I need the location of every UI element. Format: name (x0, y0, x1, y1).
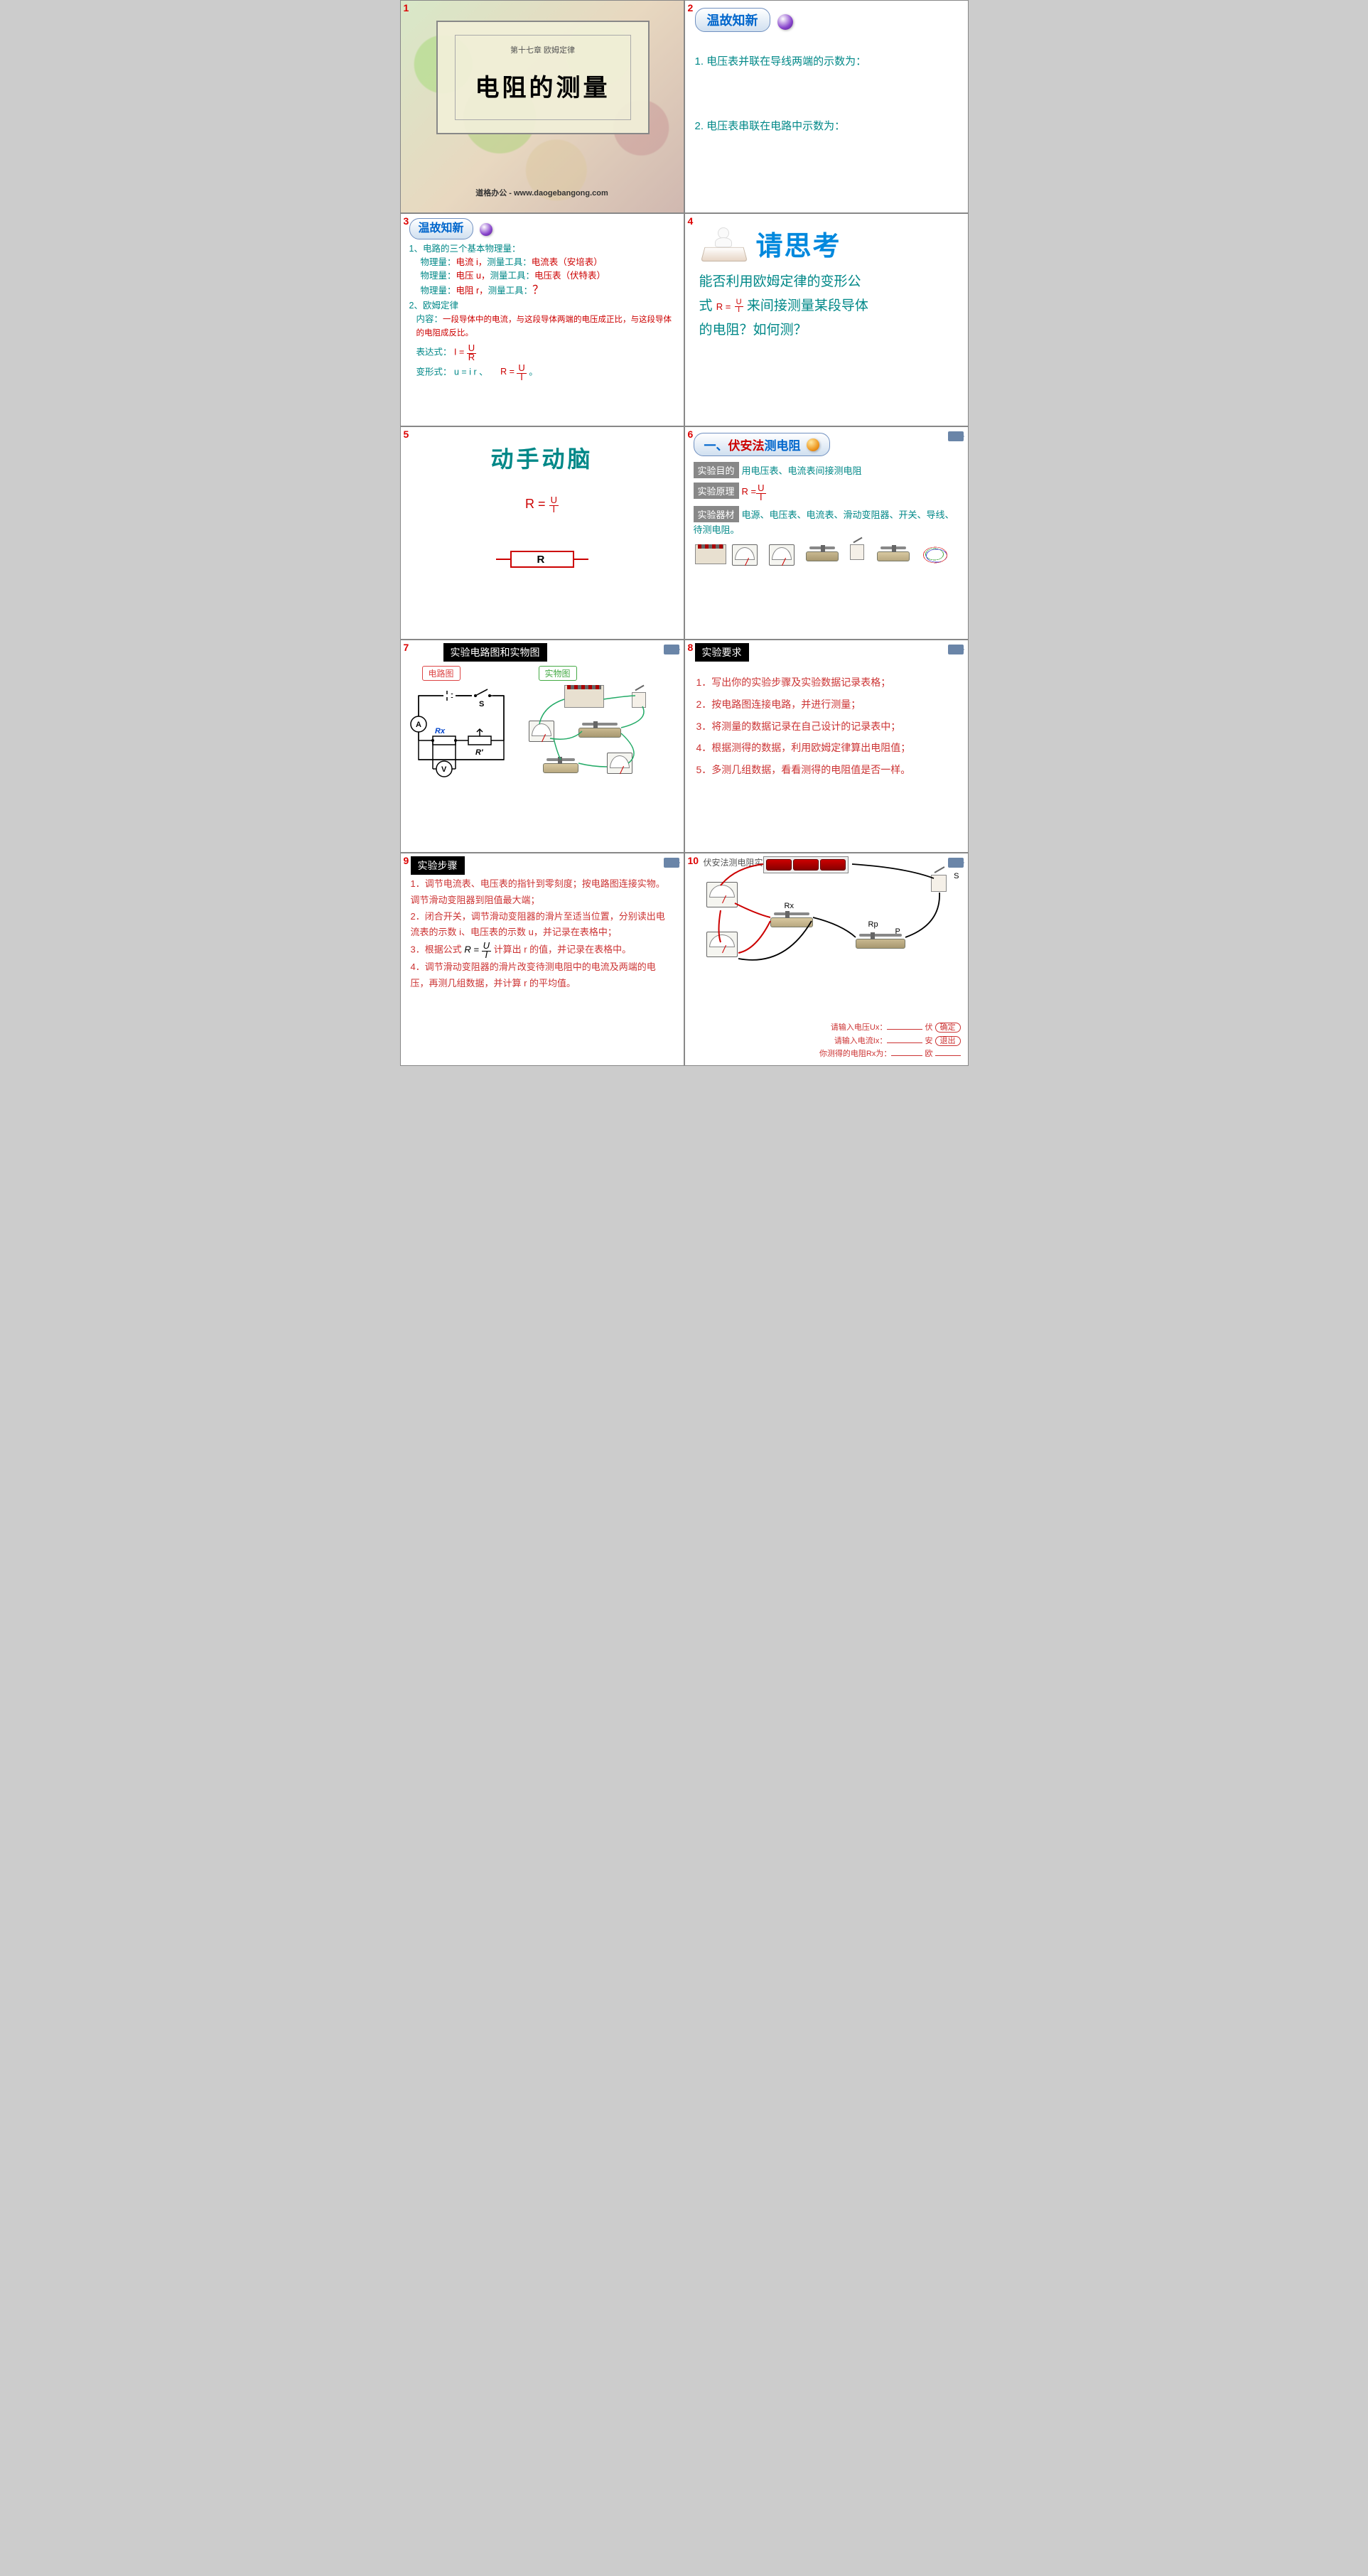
think-title: 请思考 (756, 224, 841, 263)
camera-icon (664, 858, 679, 868)
slide-number: 7 (404, 642, 409, 653)
think-body: 能否利用欧姆定律的变形公 式 R = UI 来间接测量某段导体 的电阻？如何测？ (699, 270, 954, 343)
slide-5: 5 动手动脑 R = UI R (400, 426, 684, 640)
steps-header: 实验步骤 (411, 856, 465, 875)
slide-8: 8 实验要求 1．写出你的实验步骤及实验数据记录表格； 2．按电路图连接电路，并… (684, 640, 969, 853)
exit-button[interactable]: 退出 (935, 1036, 961, 1046)
camera-icon (664, 645, 679, 654)
requirements-header: 实验要求 (695, 643, 749, 662)
orange-orb-icon (807, 438, 819, 451)
slide-number: 3 (404, 215, 409, 227)
slide-3: 3 温故知新 1、电路的三个基本物理量： 物理量：电流 i，测量工具：电流表（安… (400, 213, 684, 426)
slide-number: 1 (404, 2, 409, 14)
slide-number: 9 (404, 855, 409, 866)
rheostat-icon (806, 551, 839, 561)
camera-icon (948, 431, 964, 441)
switch-icon (850, 544, 864, 560)
svg-text:A: A (416, 721, 421, 729)
svg-text:Rx: Rx (435, 727, 446, 735)
slide-number: 10 (688, 855, 699, 866)
confirm-button[interactable]: 确定 (935, 1023, 961, 1033)
heading-2: 2、欧姆定律 (409, 299, 675, 313)
resistor-symbol: R (496, 549, 588, 571)
purple-orb-icon (777, 14, 793, 30)
title-card: 第十七章 欧姆定律 电阻的测量 (436, 21, 650, 134)
equipment-row (694, 543, 959, 570)
schematic-tab: 电路图 (422, 666, 461, 681)
battery-icon (695, 544, 726, 564)
slide-number: 4 (688, 215, 694, 227)
review-pill: 温故知新 (409, 218, 473, 239)
slide-9: 9 实验步骤 1．调节电流表、电压表的指针到零刻度；按电路图连接实物。调节滑动变… (400, 853, 684, 1066)
ammeter-icon (769, 544, 795, 566)
resistor-coil-icon (877, 551, 910, 561)
principle-tag: 实验原理 (694, 483, 739, 499)
review-pill: 温故知新 (695, 8, 770, 32)
goal-tag: 实验目的 (694, 462, 739, 478)
chapter-label: 第十七章 欧姆定律 (464, 44, 622, 55)
formula: R = UI (401, 495, 684, 514)
slide-2: 2 温故知新 1. 电压表并联在导线两端的示数为： 2. 电压表串联在电路中示数… (684, 0, 969, 213)
slide-4: 4 请思考 能否利用欧姆定律的变形公 式 R = UI 来间接测量某段导体 的电… (684, 213, 969, 426)
hands-on-title: 动手动脑 (401, 441, 684, 474)
purple-orb-icon (480, 223, 492, 236)
wires-icon (921, 544, 949, 566)
book-person-icon (699, 226, 749, 262)
main-title: 电阻的测量 (464, 68, 622, 103)
camera-icon (948, 645, 964, 654)
equip-tag: 实验器材 (694, 506, 739, 522)
voltmeter-icon (732, 544, 758, 566)
heading-1: 1、电路的三个基本物理量： (409, 242, 675, 256)
slide-number: 2 (688, 2, 694, 14)
slide-number: 6 (688, 429, 694, 440)
circuit-schematic: S A Rx R′ (408, 685, 515, 770)
physical-tab: 实物图 (539, 666, 577, 681)
slide-6: 6 一、 伏安法 测电阻 实验目的用电压表、电流表间接测电阻 实验原理R =UI… (684, 426, 969, 640)
experiment-diagram: S Rx Rp P (685, 853, 968, 996)
slide-number: 8 (688, 642, 694, 653)
slide-10: 10 伏安法测电阻实验 S Rx Rp P (684, 853, 969, 1066)
slide-number: 5 (404, 429, 409, 440)
input-panel: 请输入电压Ux： 伏 确定 请输入电流Ix： 安 退出 你测得的电阻Rx为： 欧 (819, 1021, 961, 1061)
circuit-header: 实验电路图和实物图 (443, 643, 547, 662)
physical-diagram (522, 685, 664, 806)
svg-text:V: V (441, 765, 447, 774)
slide-7: 7 实验电路图和实物图 电路图 实物图 (400, 640, 684, 853)
section-header: 一、 伏安法 测电阻 (694, 433, 830, 456)
slide-1: 1 第十七章 欧姆定律 电阻的测量 道格办公 - www.daogebangon… (400, 0, 684, 213)
footer-link: 道格办公 - www.daogebangong.com (401, 187, 684, 198)
question-1: 1. 电压表并联在导线两端的示数为： (695, 53, 958, 68)
svg-text:S: S (479, 700, 484, 708)
question-2: 2. 电压表串联在电路中示数为： (695, 118, 958, 133)
svg-text:R′: R′ (475, 748, 484, 757)
